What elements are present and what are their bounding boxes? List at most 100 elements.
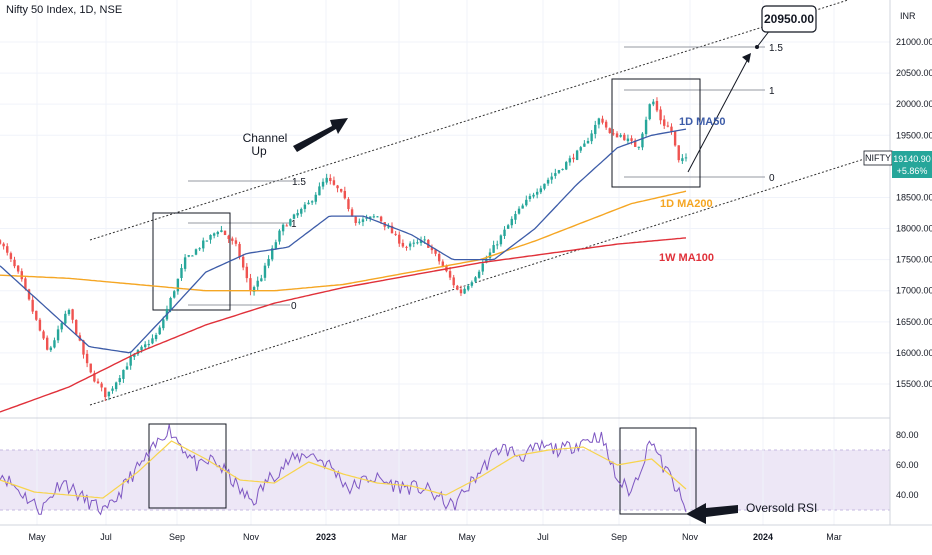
candle-body [31, 299, 34, 312]
fib-left-label-1: 1 [291, 219, 297, 230]
oversold-label: Oversold RSI [746, 501, 817, 515]
price-tick-label: 20000.00 [896, 99, 932, 109]
candle-body [339, 189, 343, 192]
candle-body [321, 181, 325, 187]
candle-body [637, 146, 641, 148]
ma50-label: 1D MA50 [679, 116, 725, 128]
candle-body [554, 173, 557, 176]
candle-body [263, 265, 267, 278]
candle-body [626, 138, 630, 142]
candle-body [408, 243, 412, 247]
price-tick-label: 16500.00 [896, 317, 932, 327]
time-tick-label: Sep [611, 532, 627, 542]
candle-body [594, 124, 597, 135]
candle-body [67, 309, 71, 315]
price-tick-label: 21000.00 [896, 37, 932, 47]
candle-body [45, 337, 49, 350]
candle-body [521, 205, 524, 209]
time-tick-label: 2023 [316, 532, 336, 542]
candle-body [64, 313, 67, 324]
candle-body [390, 225, 394, 234]
channel-label-line1: Channel [243, 131, 288, 145]
fib-right-label-0: 0 [769, 173, 775, 184]
time-tick-label: Jul [100, 532, 112, 542]
candle-body [151, 338, 154, 344]
rsi-tick-label: 80.00 [896, 430, 919, 440]
candle-body [6, 246, 9, 253]
candle-body [423, 239, 426, 241]
candle-body [60, 323, 63, 330]
candle-body [209, 234, 212, 240]
price-tick-label: 17000.00 [896, 286, 932, 296]
candle-body [104, 387, 107, 398]
candle-body [71, 309, 74, 320]
time-tick-label: Mar [826, 532, 842, 542]
candle-body [517, 208, 521, 214]
candle-body [85, 353, 89, 364]
candle-body [419, 240, 423, 243]
candle-body [452, 277, 455, 286]
channel-up-arrow [293, 118, 348, 152]
candle-body [601, 118, 604, 123]
candle-body [256, 280, 259, 287]
rsi-tick-label: 40.00 [896, 490, 919, 500]
candle-body [271, 248, 274, 260]
ticker-change: +5.86% [897, 166, 928, 176]
candle-body [114, 382, 118, 390]
candle-body [572, 157, 575, 160]
rsi-box-left [148, 423, 227, 509]
candle-body [641, 133, 644, 148]
indicator-lines [0, 128, 687, 516]
candle-body [267, 258, 270, 266]
candle-body [666, 125, 670, 127]
candle-body [655, 100, 659, 111]
candle-body [212, 233, 216, 236]
target-callout[interactable] [761, 5, 817, 33]
candles [0, 97, 688, 401]
candle-body [129, 356, 132, 366]
grid [0, 0, 890, 525]
candle-body [38, 319, 42, 331]
candle-body [456, 285, 459, 290]
ticker-price-tag [892, 151, 932, 178]
candle-body [278, 230, 281, 242]
candle-body [20, 271, 23, 280]
rsi-tick-label: 60.00 [896, 460, 919, 470]
candle-body [387, 226, 390, 228]
time-tick-label: Sep [169, 532, 185, 542]
candle-body [122, 369, 125, 379]
candle-body [9, 253, 13, 259]
candle-body [416, 242, 419, 244]
rsi-band [0, 450, 890, 510]
candle-body [82, 340, 85, 355]
candle-body [644, 119, 648, 135]
price-tick-label: 18500.00 [896, 192, 932, 202]
candle-body [565, 162, 568, 170]
candle-body [557, 170, 561, 173]
ticker-price: 19140.90 [893, 154, 931, 164]
price-tick-label: 16000.00 [896, 348, 932, 358]
oversold-arrow [686, 503, 738, 524]
candle-body [314, 194, 317, 202]
rsi-ma-line [0, 440, 687, 499]
candle-body [56, 329, 60, 341]
candle-body [205, 240, 209, 242]
candle-body [176, 278, 180, 292]
axes: 21000.00 20500.00 20000.00 19500.00 18500.00… [28, 37, 932, 542]
candle-body [281, 224, 285, 232]
time-tick-label: Mar [391, 532, 407, 542]
chart-title: Nifty 50 Index, 1D, NSE [6, 4, 123, 16]
time-tick-label: May [28, 532, 46, 542]
candle-body [608, 128, 611, 133]
candle-body [260, 278, 263, 282]
candle-body [535, 191, 539, 195]
candle-body [615, 133, 619, 138]
candle-body [623, 134, 626, 141]
candle-body [681, 158, 684, 162]
candle-body [329, 177, 332, 182]
ma50-line [0, 128, 687, 354]
candle-body [543, 183, 546, 189]
candle-body [343, 190, 347, 199]
candle-body [173, 291, 176, 298]
